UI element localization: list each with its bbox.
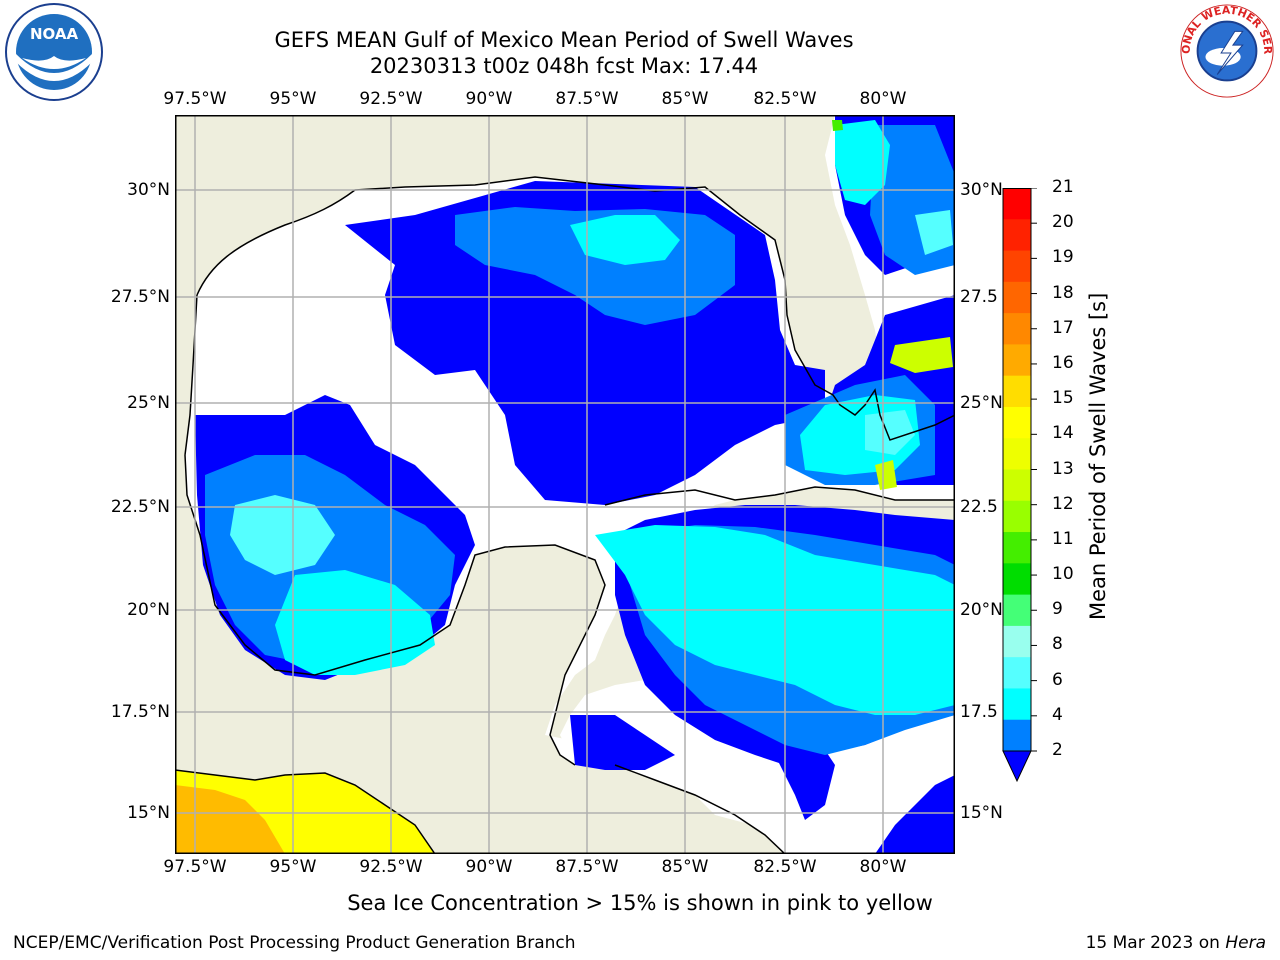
- colorbar-segment: [1003, 594, 1031, 627]
- swell-high-patch-2: [875, 460, 897, 490]
- colorbar-tick-label: 14: [1052, 423, 1074, 444]
- lat-label-right: 22.5: [960, 497, 998, 517]
- lon-label-top: 82.5°W: [753, 89, 817, 109]
- colorbar-segment: [1003, 313, 1031, 345]
- swell-contours-ltcyan: [230, 210, 953, 575]
- footer-host: Hera: [1225, 933, 1266, 953]
- lon-label-bottom: 80°W: [859, 857, 907, 877]
- lat-label-left: 20°N: [127, 600, 170, 620]
- lon-label-bottom: 95°W: [269, 857, 317, 877]
- lat-label-left: 27.5°N: [110, 287, 170, 307]
- lon-label-bottom: 92.5°W: [359, 857, 423, 877]
- colorbar-tick-label: 4: [1052, 704, 1063, 725]
- colorbar-tick-label: 18: [1052, 282, 1074, 303]
- lon-label-top: 85°W: [661, 89, 709, 109]
- footer-date: 15 Mar 2023 on Hera: [1086, 933, 1266, 953]
- lon-label-top: 87.5°W: [555, 89, 619, 109]
- sea-ice-orange: [175, 785, 285, 854]
- nws-logo: NATIONAL WEATHER SERVICE: [1178, 2, 1274, 98]
- colorbar-segment: [1003, 688, 1031, 721]
- footer-date-text: 15 Mar 2023 on: [1085, 933, 1226, 953]
- colorbar-segment: [1003, 219, 1031, 252]
- swell-high-patch: [890, 337, 953, 373]
- colorbar-tick-label: 17: [1052, 317, 1074, 338]
- colorbar-extend-arrow: [1002, 750, 1032, 783]
- lat-label-left: 17.5°N: [110, 702, 170, 722]
- lat-label-left: 30°N: [127, 180, 170, 200]
- coastline: [175, 176, 955, 854]
- lon-label-top: 95°W: [269, 89, 317, 109]
- noaa-logo: NOAA: [5, 3, 103, 101]
- noaa-logo-text: NOAA: [30, 25, 79, 43]
- colorbar-segment: [1003, 500, 1031, 533]
- colorbar-segment: [1003, 250, 1031, 283]
- colorbar-segment: [1003, 188, 1031, 220]
- colorbar-tick-label: 21: [1052, 177, 1074, 197]
- colorbar-tick-label: 11: [1052, 528, 1074, 549]
- lon-label-bottom: 97.5°W: [163, 857, 227, 877]
- colorbar-segment: [1003, 438, 1031, 470]
- lon-label-bottom: 90°W: [465, 857, 513, 877]
- colorbar-segment: [1003, 532, 1031, 564]
- colorbar: [1002, 188, 1037, 783]
- map-frame: [175, 115, 955, 854]
- colorbar-segment: [1003, 563, 1031, 596]
- swell-green-patch: [832, 120, 843, 131]
- graticule: [175, 115, 955, 854]
- colorbar-tick-label: 16: [1052, 352, 1074, 373]
- lon-label-bottom: 87.5°W: [555, 857, 619, 877]
- lat-label-right: 25°N: [960, 393, 1003, 413]
- lat-label-left: 22.5°N: [110, 497, 170, 517]
- colorbar-tick-label: 8: [1052, 634, 1063, 655]
- colorbar-tick-label: 20: [1052, 212, 1074, 233]
- footer-credit: NCEP/EMC/Verification Post Processing Pr…: [13, 933, 576, 953]
- colorbar-segment: [1003, 657, 1031, 689]
- lat-label-right: 17.5: [960, 702, 998, 722]
- colorbar-label: Mean Period of Swell Waves [s]: [1086, 292, 1110, 620]
- colorbar-tick-label: 15: [1052, 388, 1074, 409]
- colorbar-tick-label: 19: [1052, 247, 1074, 268]
- lat-label-left: 15°N: [127, 803, 170, 823]
- colorbar-segment: [1003, 625, 1031, 658]
- lon-label-top: 92.5°W: [359, 89, 423, 109]
- sea-ice-note: Sea Ice Concentration > 15% is shown in …: [347, 891, 933, 915]
- colorbar-tick-label: 12: [1052, 493, 1074, 514]
- colorbar-segment: [1003, 469, 1031, 502]
- lat-label-right: 15°N: [960, 803, 1003, 823]
- colorbar-segment: [1003, 375, 1031, 408]
- colorbar-segment: [1003, 719, 1031, 752]
- lon-label-top: 90°W: [465, 89, 513, 109]
- colorbar-tick-label: 10: [1052, 564, 1074, 585]
- lon-label-top: 80°W: [859, 89, 907, 109]
- lat-label-left: 25°N: [127, 393, 170, 413]
- chart-subtitle: 20230313 t00z 048h fcst Max: 17.44: [369, 54, 759, 78]
- colorbar-segment: [1003, 281, 1031, 314]
- map-panel: [175, 115, 955, 854]
- lat-label-right: 20°N: [960, 600, 1003, 620]
- colorbar-segment: [1003, 344, 1031, 377]
- lon-label-bottom: 85°W: [661, 857, 709, 877]
- colorbar-tick-label: 9: [1052, 599, 1063, 620]
- lon-label-bottom: 82.5°W: [753, 857, 817, 877]
- colorbar-tick-label: 2: [1052, 740, 1063, 760]
- lat-label-right: 27.5: [960, 287, 998, 307]
- colorbar-tick-label: 13: [1052, 458, 1074, 479]
- chart-title: GEFS MEAN Gulf of Mexico Mean Period of …: [274, 28, 854, 52]
- colorbar-tick-label: 6: [1052, 669, 1063, 690]
- lat-label-right: 30°N: [960, 180, 1003, 200]
- lon-label-top: 97.5°W: [163, 89, 227, 109]
- colorbar-segment: [1003, 406, 1031, 439]
